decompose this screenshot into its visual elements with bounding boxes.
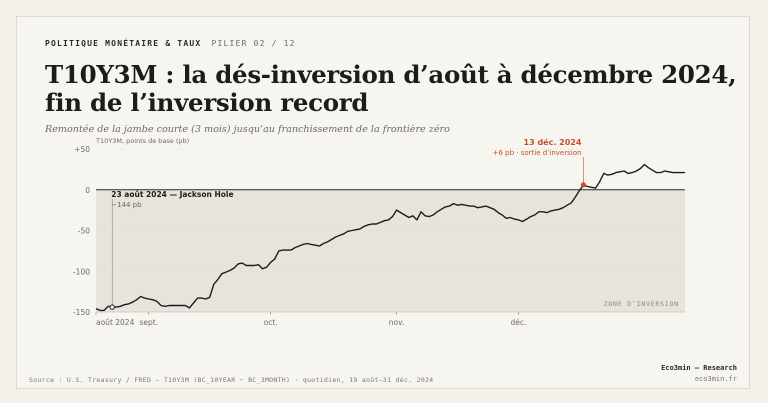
section-label: POLITIQUE MONÉTAIRE & TAUX [45, 39, 202, 48]
inversion-zone [96, 189, 685, 312]
annotation-title-jackson-hole: 23 août 2024 — Jackson Hole [111, 190, 233, 199]
brand-block: Eco3min — Research eco3min.fr [661, 363, 737, 385]
y-tick-label: 0 [85, 186, 90, 195]
y-tick-label: -100 [73, 267, 90, 276]
y-tick-label: -150 [73, 308, 90, 317]
annotation-detail-jackson-hole: −144 pb [111, 201, 142, 209]
page-subtitle: Remontée de la jambe courte (3 mois) jus… [45, 124, 450, 135]
series-line-t10y3m [95, 163, 685, 312]
x-tick-label: août 2024 [96, 318, 135, 327]
kicker: POLITIQUE MONÉTAIRE & TAUX PILIER 02 / 12 [45, 39, 296, 48]
x-tick-label: oct. [264, 318, 278, 327]
chart-card: POLITIQUE MONÉTAIRE & TAUX PILIER 02 / 12… [16, 16, 750, 389]
inversion-zone-label: ZONE D’INVERSION [604, 300, 679, 308]
x-tick-label: déc. [511, 318, 527, 327]
brand-name: Eco3min — Research [661, 364, 737, 372]
annotation-detail-desinversion: +6 pb · sortie d’inversion [493, 149, 582, 157]
x-tick-label: nov. [389, 318, 405, 327]
line-chart: ZONE D’INVERSION +50 0 -50 -100 -150 T10Y3M, p… [73, 137, 685, 327]
page-title: T10Y3M : la dés-inversion d’août à décem… [45, 60, 737, 117]
source-note: Source : U.S. Treasury / FRED — T10Y3M (… [29, 376, 434, 384]
y-axis-label: T10Y3M, points de base (pb) [95, 137, 189, 145]
annotation-title-desinversion: 13 déc. 2024 [524, 137, 582, 147]
y-tick-label: +50 [74, 145, 90, 154]
brand-site: eco3min.fr [694, 375, 737, 383]
x-tick-label: sept. [140, 318, 159, 327]
y-tick-label: -50 [78, 227, 90, 236]
pillar-label: PILIER 02 / 12 [211, 39, 296, 48]
annotation-marker-jackson-hole [109, 304, 115, 310]
annotation-marker-desinversion [580, 182, 587, 188]
